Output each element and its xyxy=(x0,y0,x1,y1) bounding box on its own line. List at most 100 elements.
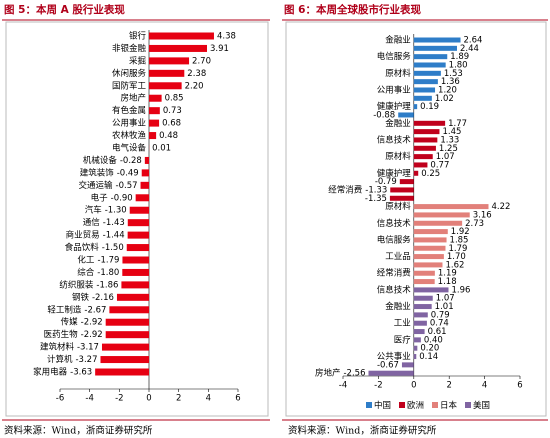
category-label: 传媒 xyxy=(61,317,79,328)
category-label: 信息技术 xyxy=(377,134,412,145)
value-label: -0.90 xyxy=(111,193,133,203)
bar xyxy=(129,206,149,214)
category-label: 健康护理 xyxy=(377,101,412,112)
value-label: 1.96 xyxy=(451,285,470,295)
chart-title: 图 6：本周全球股市行业表现 xyxy=(284,3,421,16)
value-label: -1.43 xyxy=(103,218,125,228)
bar xyxy=(413,37,461,43)
bar xyxy=(413,129,440,135)
source: 资料来源：Wind，浙商证券研究所 xyxy=(288,425,437,437)
bar xyxy=(127,231,149,239)
value-label: 1.77 xyxy=(448,119,467,129)
bar xyxy=(413,237,447,243)
value-label: 3.91 xyxy=(210,44,229,54)
value-label: 1.36 xyxy=(441,77,460,87)
bar xyxy=(413,345,418,351)
bar xyxy=(141,169,149,177)
bar xyxy=(144,156,149,164)
value-label: 0.40 xyxy=(424,335,443,345)
value-label: -0.79 xyxy=(375,177,397,187)
value-label: 2.70 xyxy=(192,56,211,66)
legend-swatch xyxy=(432,402,438,408)
value-label: 1.18 xyxy=(438,277,457,287)
bar xyxy=(413,154,433,160)
x-tick-label: -4 xyxy=(339,381,347,391)
value-label: -2.56 xyxy=(343,369,365,379)
bar xyxy=(100,356,149,364)
value-label: 1.02 xyxy=(435,94,454,104)
value-label: 0.48 xyxy=(159,131,178,141)
value-label: 1.33 xyxy=(440,135,459,145)
bar xyxy=(149,44,207,52)
bar xyxy=(126,244,149,252)
category-label: 经常消费 xyxy=(328,184,363,195)
bar xyxy=(127,219,149,227)
value-label: -1.33 xyxy=(365,185,387,195)
bar xyxy=(413,212,470,218)
value-label: 1.89 xyxy=(450,52,469,62)
bar xyxy=(140,181,149,189)
category-label: 原材料 xyxy=(385,68,411,79)
value-label: 1.62 xyxy=(445,260,464,270)
value-label: 2.44 xyxy=(460,44,479,54)
value-label: 1.53 xyxy=(444,69,463,79)
bar xyxy=(413,62,446,68)
category-label: 电子 xyxy=(91,192,109,203)
x-tick-label: 4 xyxy=(482,381,487,391)
value-label: -1.30 xyxy=(105,206,127,216)
x-tick-label: 2 xyxy=(176,394,181,404)
category-label: 医疗 xyxy=(394,334,412,345)
bar xyxy=(121,281,149,289)
category-label: 食品饮料 xyxy=(65,242,100,253)
value-label: 0.14 xyxy=(419,352,438,362)
category-label: 工业品 xyxy=(385,251,411,262)
bar xyxy=(122,256,149,264)
value-label: 4.38 xyxy=(217,32,236,42)
bar xyxy=(109,306,149,314)
bar xyxy=(401,362,414,368)
category-label: 交通运输 xyxy=(79,180,114,191)
category-label: 商业贸易 xyxy=(66,230,100,241)
category-label: 电气设备 xyxy=(112,143,147,154)
bar xyxy=(105,331,149,339)
x-tick-label: 6 xyxy=(517,381,522,391)
x-tick-label: 0 xyxy=(411,381,416,391)
value-label: 1.80 xyxy=(449,60,468,70)
source: 资料来源：Wind，浙商证券研究所 xyxy=(4,425,153,437)
value-label: 2.38 xyxy=(187,69,206,79)
value-label: 0.68 xyxy=(162,119,181,129)
bar xyxy=(390,187,414,193)
value-label: 1.20 xyxy=(438,85,457,95)
category-label: 综合 xyxy=(77,267,95,278)
x-tick-label: 2 xyxy=(446,381,451,391)
category-label: 房地产 xyxy=(120,93,146,104)
value-label: 2.64 xyxy=(464,36,483,46)
bar xyxy=(413,45,457,51)
bar xyxy=(413,304,432,310)
category-label: 电信服务 xyxy=(377,51,412,62)
category-label: 电信服务 xyxy=(377,234,412,245)
bar xyxy=(149,119,160,127)
category-label: 原材料 xyxy=(385,201,411,212)
value-label: -1.50 xyxy=(102,243,124,253)
value-label: 1.25 xyxy=(439,144,458,154)
category-label: 金融业 xyxy=(385,301,411,312)
value-label: 0.61 xyxy=(428,327,447,337)
bar xyxy=(413,312,428,318)
category-label: 工业 xyxy=(394,318,411,329)
value-label: 0.01 xyxy=(152,144,171,154)
bar xyxy=(149,132,157,140)
category-label: 休闲服务 xyxy=(112,68,147,79)
value-label: -1.44 xyxy=(103,231,125,241)
category-label: 公用事业 xyxy=(377,84,411,95)
value-label: -0.28 xyxy=(120,156,142,166)
category-label: 有色金属 xyxy=(112,105,146,116)
value-label: 2.73 xyxy=(465,219,484,229)
bar xyxy=(149,32,214,40)
bar xyxy=(101,343,149,351)
bar xyxy=(149,69,185,77)
value-label: 1.92 xyxy=(451,227,470,237)
category-label: 信息技术 xyxy=(377,284,412,295)
value-label: 1.19 xyxy=(438,269,457,279)
